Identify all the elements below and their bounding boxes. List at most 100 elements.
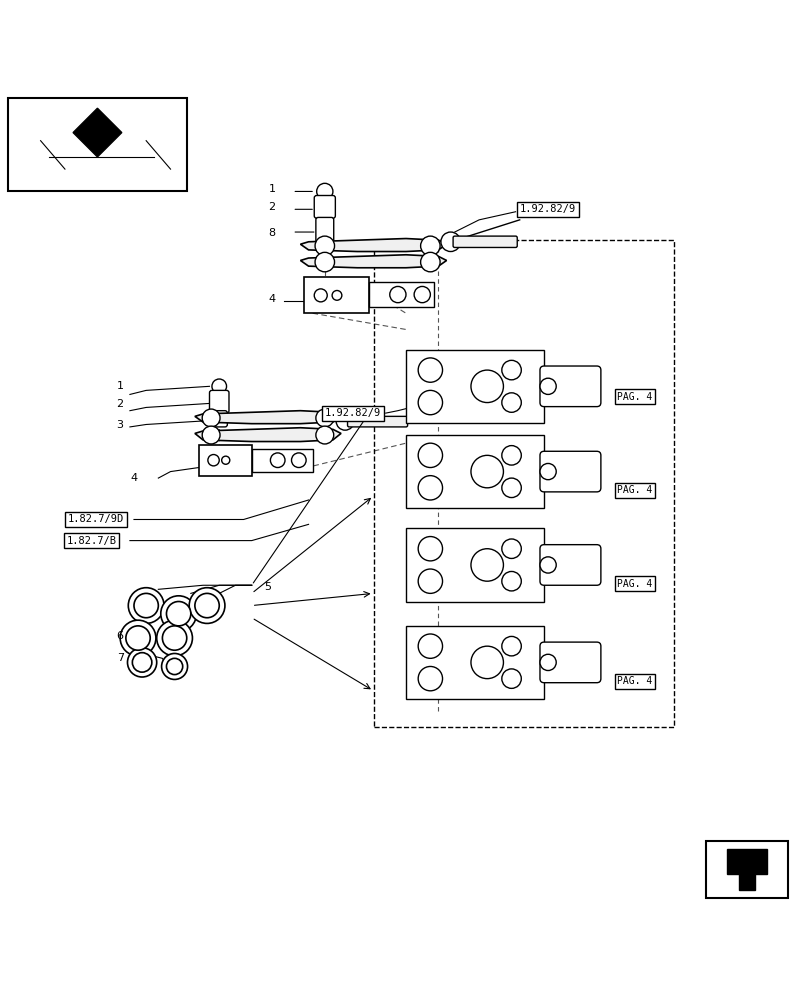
- Text: PAG. 4: PAG. 4: [616, 579, 652, 589]
- Text: 7: 7: [117, 653, 123, 663]
- Circle shape: [501, 539, 521, 558]
- FancyBboxPatch shape: [315, 217, 333, 243]
- Circle shape: [208, 455, 219, 466]
- Circle shape: [315, 409, 333, 427]
- Circle shape: [336, 412, 354, 430]
- Bar: [406, 350, 543, 423]
- Circle shape: [162, 626, 187, 650]
- Bar: [706, 841, 787, 898]
- Circle shape: [291, 453, 306, 468]
- Circle shape: [420, 236, 440, 256]
- Circle shape: [132, 653, 152, 672]
- Text: PAG. 4: PAG. 4: [616, 676, 652, 686]
- FancyBboxPatch shape: [347, 416, 407, 427]
- Circle shape: [501, 571, 521, 591]
- Circle shape: [501, 446, 521, 465]
- Text: 4: 4: [131, 473, 137, 483]
- Circle shape: [389, 286, 406, 303]
- Circle shape: [189, 588, 225, 623]
- Circle shape: [166, 601, 191, 626]
- FancyBboxPatch shape: [539, 545, 600, 585]
- Polygon shape: [726, 849, 766, 890]
- Text: 1: 1: [117, 381, 123, 391]
- Text: 4: 4: [268, 294, 275, 304]
- FancyBboxPatch shape: [539, 366, 600, 407]
- Circle shape: [414, 286, 430, 303]
- Circle shape: [126, 626, 150, 650]
- Circle shape: [418, 569, 442, 593]
- Circle shape: [420, 252, 440, 272]
- FancyBboxPatch shape: [539, 642, 600, 683]
- Circle shape: [470, 646, 503, 679]
- Circle shape: [202, 409, 220, 427]
- Circle shape: [501, 393, 521, 412]
- Circle shape: [315, 252, 334, 272]
- Circle shape: [539, 378, 556, 394]
- Text: PAG. 4: PAG. 4: [616, 485, 652, 495]
- FancyBboxPatch shape: [211, 411, 227, 427]
- Polygon shape: [195, 411, 341, 424]
- Circle shape: [440, 232, 460, 252]
- Circle shape: [418, 476, 442, 500]
- Circle shape: [501, 360, 521, 380]
- Bar: [251, 449, 312, 472]
- Bar: [8, 98, 187, 191]
- Bar: [406, 626, 543, 699]
- Circle shape: [418, 634, 442, 658]
- Circle shape: [166, 658, 182, 675]
- Text: 3: 3: [117, 420, 123, 430]
- Circle shape: [470, 370, 503, 403]
- Circle shape: [270, 453, 285, 468]
- Bar: [406, 528, 543, 601]
- Circle shape: [127, 648, 157, 677]
- Circle shape: [212, 379, 226, 394]
- Circle shape: [202, 426, 220, 444]
- FancyBboxPatch shape: [314, 196, 335, 218]
- Circle shape: [315, 426, 333, 444]
- Circle shape: [316, 183, 333, 200]
- Text: 1.82.7/9D: 1.82.7/9D: [67, 514, 124, 524]
- Text: 1.92.82/9: 1.92.82/9: [519, 204, 576, 214]
- Bar: [369, 282, 434, 307]
- Circle shape: [501, 669, 521, 688]
- FancyBboxPatch shape: [453, 236, 517, 247]
- Circle shape: [470, 455, 503, 488]
- Text: PAG. 4: PAG. 4: [616, 392, 652, 402]
- Circle shape: [128, 588, 164, 623]
- Circle shape: [539, 654, 556, 671]
- Circle shape: [120, 620, 156, 656]
- Bar: [199, 445, 251, 476]
- Bar: [406, 435, 543, 508]
- Bar: [373, 240, 673, 727]
- Circle shape: [221, 456, 230, 464]
- Circle shape: [134, 593, 158, 618]
- FancyBboxPatch shape: [539, 451, 600, 492]
- Circle shape: [161, 596, 196, 632]
- Circle shape: [332, 291, 341, 300]
- Polygon shape: [195, 428, 341, 442]
- Circle shape: [501, 478, 521, 498]
- Circle shape: [418, 666, 442, 691]
- Text: 6: 6: [117, 631, 123, 641]
- Circle shape: [315, 236, 334, 256]
- Text: 1.82.7/B: 1.82.7/B: [67, 536, 117, 546]
- Text: 2: 2: [117, 399, 123, 409]
- Bar: [304, 277, 369, 313]
- Circle shape: [418, 390, 442, 415]
- Circle shape: [539, 463, 556, 480]
- Circle shape: [539, 557, 556, 573]
- Text: 5: 5: [264, 582, 271, 592]
- Polygon shape: [300, 255, 446, 268]
- Text: 1: 1: [268, 184, 275, 194]
- Circle shape: [418, 443, 442, 468]
- FancyBboxPatch shape: [209, 390, 229, 413]
- Circle shape: [314, 289, 327, 302]
- Polygon shape: [300, 239, 446, 252]
- Text: 8: 8: [268, 228, 275, 238]
- Circle shape: [195, 593, 219, 618]
- Circle shape: [161, 653, 187, 679]
- Circle shape: [501, 636, 521, 656]
- Circle shape: [418, 358, 442, 382]
- Text: 1.92.82/9: 1.92.82/9: [324, 408, 381, 418]
- Polygon shape: [73, 108, 122, 157]
